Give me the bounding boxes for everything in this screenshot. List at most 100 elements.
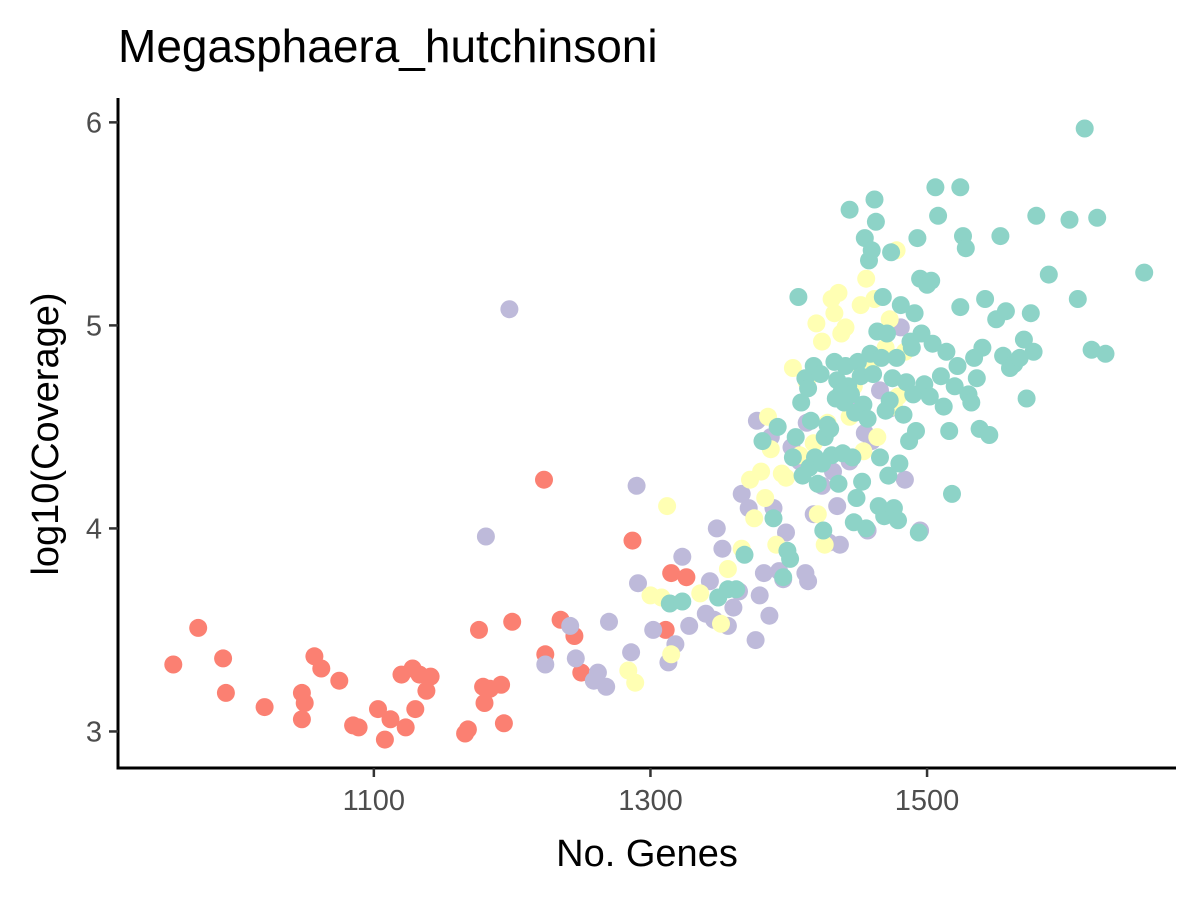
- data-point: [375, 730, 394, 749]
- data-point: [789, 288, 808, 306]
- data-point: [349, 718, 368, 737]
- data-point: [956, 239, 975, 258]
- data-point: [470, 620, 488, 639]
- data-point: [774, 568, 793, 587]
- data-point: [1088, 208, 1107, 227]
- data-point: [1082, 340, 1101, 359]
- points-layer: [164, 119, 1154, 749]
- data-point: [754, 564, 773, 583]
- data-point: [536, 655, 555, 674]
- y-axis-title: log10(Coverage): [25, 292, 67, 575]
- data-point: [908, 229, 927, 248]
- data-point: [858, 409, 877, 428]
- x-tick-label: 1500: [895, 785, 960, 817]
- data-point: [862, 241, 881, 260]
- data-point: [976, 290, 995, 308]
- data-point: [857, 269, 876, 288]
- data-point: [500, 300, 519, 319]
- data-point: [836, 318, 855, 337]
- data-point: [830, 535, 849, 554]
- data-point: [865, 190, 884, 209]
- data-point: [840, 200, 859, 219]
- data-point: [189, 618, 208, 637]
- data-point: [707, 519, 726, 538]
- data-point: [627, 476, 646, 495]
- data-point: [644, 620, 663, 639]
- data-point: [727, 580, 746, 599]
- data-point: [880, 310, 899, 329]
- data-point: [732, 484, 751, 503]
- y-tick-label: 5: [86, 310, 102, 342]
- data-point: [1039, 265, 1058, 284]
- data-point: [561, 616, 580, 635]
- data-point: [1014, 330, 1033, 349]
- data-point: [967, 369, 986, 388]
- data-point: [458, 720, 477, 739]
- data-point: [828, 497, 847, 516]
- x-axis-ticks: 1100 1300 1500: [343, 768, 960, 817]
- chart-title: Megasphaera_hutchinsoni: [118, 20, 658, 72]
- data-point: [920, 387, 939, 406]
- y-tick-label: 6: [86, 107, 102, 139]
- data-point: [907, 422, 925, 440]
- data-point: [991, 227, 1010, 246]
- data-point: [808, 474, 827, 493]
- data-point: [492, 675, 511, 694]
- data-point: [882, 243, 901, 262]
- data-point: [476, 527, 495, 546]
- data-point: [753, 432, 772, 451]
- data-point: [801, 411, 820, 430]
- data-point: [503, 612, 522, 631]
- y-axis-ticks: 3 4 5 6: [86, 107, 118, 748]
- data-point: [746, 631, 765, 650]
- data-point: [901, 332, 920, 351]
- data-point: [656, 620, 675, 639]
- data-point: [255, 698, 274, 717]
- data-point: [868, 428, 887, 447]
- data-point: [890, 454, 909, 473]
- data-point: [662, 564, 681, 583]
- data-point: [922, 271, 941, 290]
- data-point: [940, 422, 959, 440]
- data-point: [854, 395, 873, 414]
- data-point: [566, 649, 585, 668]
- data-point: [929, 206, 948, 225]
- data-point: [895, 470, 914, 489]
- data-point: [1068, 290, 1087, 308]
- data-point: [1060, 210, 1079, 229]
- data-point: [887, 348, 906, 367]
- data-point: [673, 592, 692, 611]
- data-point: [825, 304, 844, 323]
- data-point: [799, 572, 818, 591]
- data-point: [815, 535, 834, 554]
- data-point: [931, 367, 950, 386]
- y-tick-label: 4: [86, 513, 102, 545]
- data-point: [1017, 389, 1036, 408]
- data-point: [878, 324, 896, 343]
- data-point: [588, 663, 607, 682]
- data-point: [871, 448, 889, 467]
- data-point: [756, 489, 775, 507]
- data-point: [873, 288, 892, 306]
- data-point: [945, 377, 964, 396]
- data-point: [996, 302, 1015, 321]
- x-axis-title: No. Genes: [556, 833, 738, 875]
- data-point: [691, 584, 710, 603]
- y-tick-label: 3: [86, 716, 102, 748]
- data-point: [1027, 206, 1046, 225]
- data-point: [745, 509, 764, 528]
- data-point: [718, 560, 737, 578]
- data-point: [980, 426, 999, 444]
- data-point: [475, 694, 494, 712]
- data-point: [1096, 344, 1115, 363]
- data-point: [764, 509, 783, 528]
- data-point: [792, 393, 811, 412]
- data-point: [292, 710, 311, 729]
- data-point: [295, 694, 314, 712]
- data-point: [724, 598, 743, 617]
- data-point: [600, 612, 618, 631]
- data-point: [164, 655, 183, 674]
- data-point: [853, 472, 872, 491]
- data-point: [880, 391, 899, 410]
